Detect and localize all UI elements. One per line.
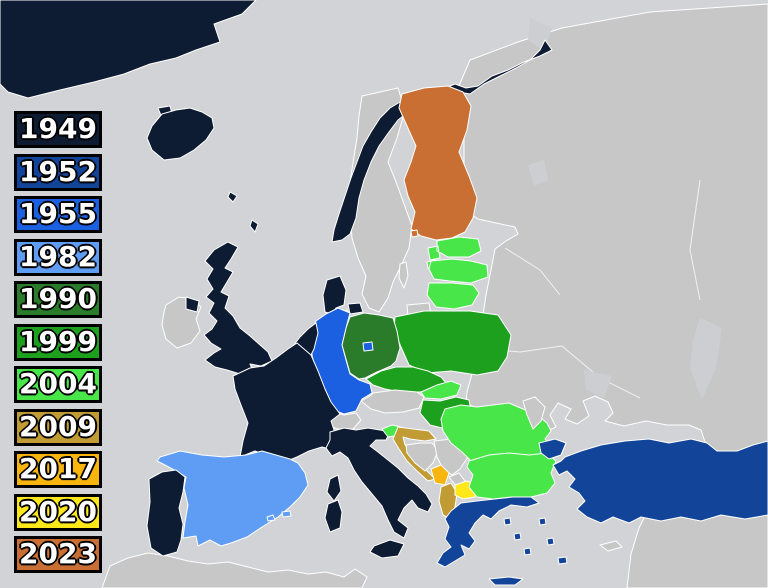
country-slovakia [420, 380, 462, 400]
faroe-islands [227, 191, 238, 203]
legend-item-1982: 1982 [14, 238, 102, 276]
legend-item-1952: 1952 [14, 153, 102, 191]
country-iceland [146, 107, 215, 161]
border-lines-east [477, 179, 701, 399]
country-poland [393, 310, 512, 376]
country-bulgaria [466, 452, 557, 500]
legend-item-1949: 1949 [14, 111, 102, 148]
lake-ladoga [528, 160, 548, 186]
legend-item-1990: 1990 [14, 281, 102, 318]
country-cyprus [599, 540, 623, 552]
country-austria [360, 389, 425, 414]
aland-islands [410, 229, 419, 238]
country-portugal [146, 469, 186, 557]
country-bosnia [405, 442, 439, 472]
legend-item-1955: 1955 [14, 196, 102, 233]
country-italy [325, 427, 433, 539]
legend-item-2020: 2020 [14, 493, 102, 531]
country-latvia [428, 258, 489, 284]
country-moldova [522, 396, 546, 430]
country-greece [436, 496, 540, 568]
northern-ireland [185, 296, 200, 313]
caspian-sea [690, 318, 722, 400]
aegean-islands [503, 517, 568, 565]
legend-item-2023: 2023 [14, 536, 102, 573]
west-berlin [362, 341, 374, 352]
turkey-thrace [538, 438, 567, 460]
balearic-islands [266, 510, 292, 522]
country-gotland [398, 261, 409, 289]
legend-item-1999: 1999 [14, 323, 102, 361]
shetland-islands [249, 219, 259, 233]
corsica-island [326, 474, 342, 502]
country-lithuania [426, 282, 480, 310]
country-russia-east [457, 3, 768, 588]
legend-item-2004: 2004 [14, 366, 102, 403]
legend-item-2017: 2017 [14, 451, 102, 488]
sardinia-island [324, 499, 343, 533]
country-greenland [0, 0, 257, 99]
sea-of-azov [584, 370, 612, 398]
country-montenegro [430, 464, 450, 486]
region-north-africa [101, 552, 368, 588]
country-spain [156, 450, 309, 547]
crete-island [488, 576, 524, 586]
legend: 1949 1952 1955 1982 1990 1999 2004 2009 2017 2020… [14, 111, 102, 579]
country-turkey [552, 438, 768, 524]
sicily-island [369, 539, 405, 559]
legend-item-2009: 2009 [14, 408, 102, 446]
